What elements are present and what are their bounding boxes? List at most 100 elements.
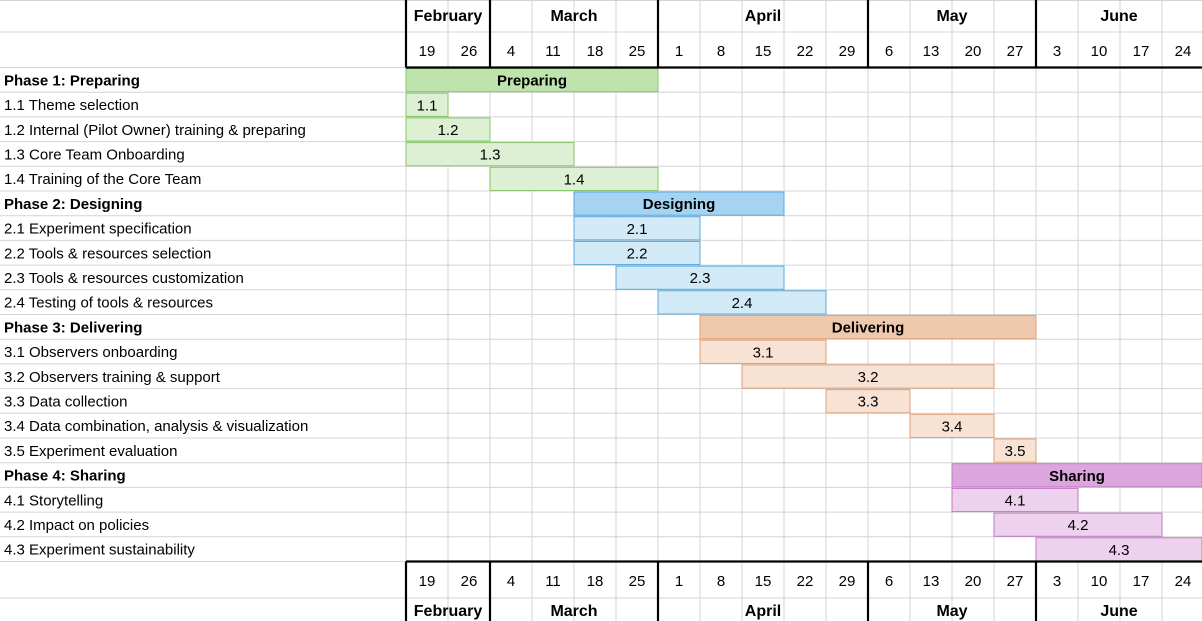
week-label-top: 22 (797, 43, 814, 60)
week-label-bottom: 20 (965, 573, 982, 590)
week-label-bottom: 13 (923, 573, 940, 590)
week-label-top: 24 (1175, 43, 1192, 60)
task-bars: Preparing 1.11.2 1.3 1.4 Designing 2.1 2.2 2.3 2… (405, 68, 1202, 562)
month-label-may-bottom: May (936, 603, 967, 620)
week-label-top: 29 (839, 43, 856, 60)
week-label-bottom: 22 (797, 573, 814, 590)
week-label-top: 27 (1007, 43, 1024, 60)
task-label-4-1: 4.1 Storytelling (4, 492, 103, 509)
task-bar-2-4 (657, 290, 827, 315)
week-label-bottom: 1 (675, 573, 683, 590)
month-label-february-top: February (414, 8, 483, 25)
task-bar-1-4-label: 1.4 (564, 171, 585, 188)
week-label-top: 20 (965, 43, 982, 60)
task-label-4-3: 4.3 Experiment sustainability (4, 542, 195, 559)
week-label-top: 11 (545, 43, 561, 60)
week-label-bottom: 17 (1133, 573, 1150, 590)
week-label-top: 3 (1053, 43, 1061, 60)
task-bar-4-1 (951, 487, 1079, 513)
task-bar-1-2-label: 1.2 (438, 122, 459, 139)
task-label-1-1: 1.1 Theme selection (4, 97, 139, 114)
week-label-top: 1 (675, 43, 683, 60)
task-bar-4-2-label: 4.2 (1068, 517, 1089, 534)
task-bar-3-2-label: 3.2 (858, 369, 879, 386)
task-bar-2-2-label: 2.2 (627, 246, 648, 263)
task-bar-3-3-label: 3.3 (858, 394, 879, 411)
month-label-april-bottom: April (745, 603, 781, 620)
week-label-top: 13 (923, 43, 940, 60)
month-label-april-top: April (745, 8, 781, 25)
task-label-3-3: 3.3 Data collection (4, 393, 127, 410)
week-label-top: 10 (1091, 43, 1108, 60)
task-label-2-1: 2.1 Experiment specification (4, 221, 192, 238)
month-dividers (404, 0, 1202, 621)
week-label-bottom: 18 (587, 573, 604, 590)
phase-bar-3 (699, 315, 1037, 340)
task-bar-3-1 (699, 339, 827, 364)
week-label-top: 19 (419, 43, 436, 60)
phase-bar-4 (951, 463, 1202, 488)
task-bar-2-3-label: 2.3 (690, 270, 711, 287)
task-bar-2-1-label: 2.1 (627, 221, 648, 238)
week-label-bottom: 25 (629, 573, 646, 590)
week-label-bottom: 29 (839, 573, 856, 590)
month-label-june-top: June (1100, 8, 1137, 25)
task-bar-3-2 (741, 364, 995, 389)
task-label-3-4: 3.4 Data combination, analysis & visuali… (4, 418, 308, 435)
task-bar-4-3-label: 4.3 (1109, 542, 1130, 559)
phase-bar-2 (573, 191, 785, 216)
week-label-bottom: 15 (755, 573, 772, 590)
task-bar-3-4 (909, 413, 995, 438)
week-label-top: 8 (717, 43, 725, 60)
task-bar-3-5 (993, 438, 1037, 463)
task-label-1-2: 1.2 Internal (Pilot Owner) training & pr… (4, 122, 306, 139)
week-label-bottom: 24 (1175, 573, 1192, 590)
task-bar-4-2 (993, 512, 1163, 537)
week-label-bottom: 4 (507, 573, 515, 590)
task-label-3-5: 3.5 Experiment evaluation (4, 443, 177, 460)
phase-bar-1-label: Preparing (497, 73, 567, 90)
task-label-2-4: 2.4 Testing of tools & resources (4, 295, 213, 312)
task-bar-1-3-label: 1.3 (480, 147, 501, 164)
task-bar-2-3 (615, 265, 785, 290)
week-label-top: 15 (755, 43, 772, 60)
task-label-4-2: 4.2 Impact on policies (4, 517, 149, 534)
phase-bar-4-label: Sharing (1049, 468, 1105, 485)
task-label-3-2: 3.2 Observers training & support (4, 369, 221, 386)
week-label-top: 4 (507, 43, 515, 60)
phase-label-3: Phase 3: Delivering (4, 319, 142, 336)
week-label-top: 18 (587, 43, 604, 60)
week-label-bottom: 8 (717, 573, 725, 590)
task-bar-2-4-label: 2.4 (732, 295, 753, 312)
week-label-bottom: 26 (461, 573, 478, 590)
task-bar-3-5-label: 3.5 (1005, 443, 1026, 460)
task-label-3-1: 3.1 Observers onboarding (4, 344, 177, 361)
phase-label-4: Phase 4: Sharing (4, 468, 126, 485)
week-label-bottom: 27 (1007, 573, 1024, 590)
task-labels: Phase 1: Preparing 1.1 Theme selection 1.2… (4, 72, 308, 558)
task-bar-1-1-label: 1.1 (417, 97, 438, 114)
task-label-2-3: 2.3 Tools & resources customization (4, 270, 244, 287)
phase-label-1: Phase 1: Preparing (4, 72, 140, 89)
phase-bar-2-label: Designing (643, 196, 716, 213)
phase-label-2: Phase 2: Designing (4, 196, 142, 213)
month-label-june-bottom: June (1100, 603, 1137, 620)
task-bar-3-4-label: 3.4 (942, 418, 963, 435)
week-label-bottom: 3 (1053, 573, 1061, 590)
week-label-bottom: 10 (1091, 573, 1108, 590)
week-label-bottom: 6 (885, 573, 893, 590)
task-bar-1-2 (405, 117, 491, 142)
task-label-1-4: 1.4 Training of the Core Team (4, 171, 201, 188)
phase-bar-3-label: Delivering (832, 320, 905, 337)
week-label-top: 26 (461, 43, 478, 60)
month-label-february-bottom: February (414, 603, 483, 620)
week-label-bottom: 19 (419, 573, 436, 590)
task-bar-1-1 (405, 92, 449, 117)
task-bar-4-1-label: 4.1 (1005, 493, 1026, 510)
task-bar-2-2 (573, 240, 701, 266)
task-bar-3-1-label: 3.1 (753, 344, 774, 361)
month-label-march-bottom: March (550, 603, 597, 620)
task-bar-3-3 (825, 389, 911, 414)
